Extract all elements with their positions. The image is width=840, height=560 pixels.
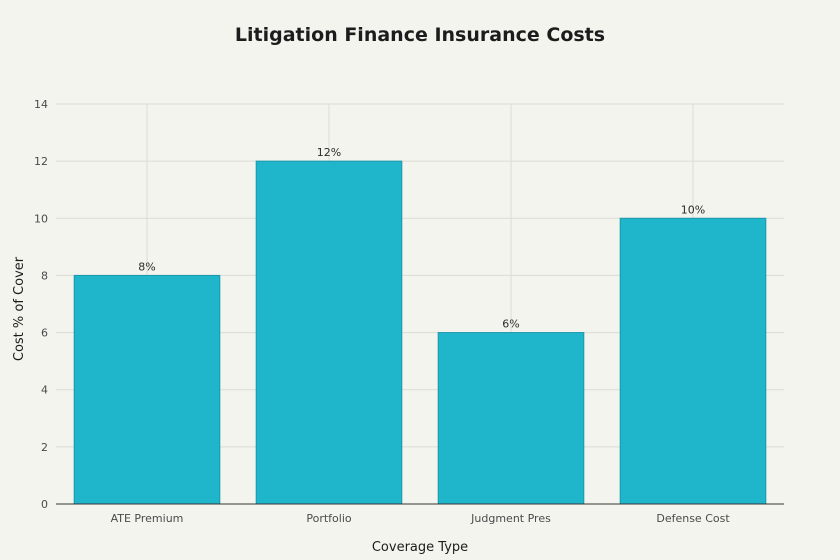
bars bbox=[73, 160, 767, 505]
x-tick-label: Portfolio bbox=[306, 512, 352, 525]
x-tick-label: Judgment Pres bbox=[470, 512, 551, 525]
y-tick-label: 6 bbox=[41, 327, 48, 340]
y-tick-label: 12 bbox=[34, 155, 48, 168]
bar bbox=[255, 160, 403, 505]
y-tick-label: 8 bbox=[41, 269, 48, 282]
x-axis-ticks: ATE Premium Portfolio Judgment Pres Defense… bbox=[111, 512, 731, 525]
y-tick-label: 14 bbox=[34, 98, 48, 111]
x-tick-label: Defense Cost bbox=[656, 512, 730, 525]
y-tick-label: 2 bbox=[41, 441, 48, 454]
bar-data-label: 6% bbox=[502, 318, 519, 331]
bar bbox=[73, 274, 221, 505]
bar-data-label: 12% bbox=[317, 146, 341, 159]
bar-data-label: 8% bbox=[138, 260, 155, 273]
y-tick-label: 10 bbox=[34, 212, 48, 225]
bar bbox=[619, 217, 767, 505]
bar-data-label: 10% bbox=[681, 203, 705, 216]
x-tick-label: ATE Premium bbox=[111, 512, 184, 525]
bar bbox=[437, 332, 585, 505]
y-tick-label: 0 bbox=[41, 498, 48, 511]
x-axis-title: Coverage Type bbox=[372, 540, 468, 555]
y-axis-ticks: 0 2 4 6 8 10 12 14 bbox=[34, 98, 48, 511]
y-tick-label: 4 bbox=[41, 384, 48, 397]
y-axis-title: Cost % of Cover bbox=[12, 256, 27, 361]
data-labels: 8% 12% 6% 10% bbox=[138, 146, 705, 330]
chart-title: Litigation Finance Insurance Costs bbox=[235, 24, 605, 46]
